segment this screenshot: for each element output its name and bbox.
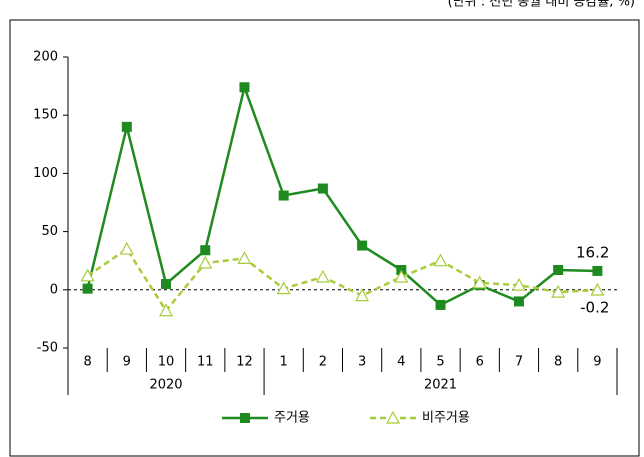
data-point [553,265,564,276]
legend-marker [240,413,250,423]
data-point [590,282,605,296]
x-tick-label: 8 [554,355,562,370]
data-point [278,190,289,201]
x-tick-label: 5 [436,355,444,370]
y-tick-label: 0 [50,282,58,297]
x-tick-label: 2 [319,355,327,370]
x-tick-label: 1 [280,355,288,370]
x-tick-label: 10 [158,355,175,370]
data-label: -0.2 [580,299,609,317]
x-tick-label: 12 [236,355,253,370]
legend-marker [385,410,401,424]
data-point [276,281,291,295]
y-tick-label: -50 [37,341,58,356]
y-tick-label: 200 [33,50,58,65]
x-tick-label: 7 [515,355,523,370]
data-point [239,82,250,93]
legend-label: 비주거용 [422,411,470,426]
data-point [119,241,134,255]
data-point [394,269,409,283]
data-point [161,278,172,289]
legend-label: 주거용 [274,411,310,426]
y-tick-label: 50 [41,224,58,239]
x-tick-label: 6 [476,355,484,370]
year-label: 2020 [149,378,182,393]
data-point [80,268,95,282]
data-label: 16.2 [576,243,609,261]
y-tick-label: 100 [33,166,58,181]
data-point [472,275,487,289]
x-tick-label: 9 [593,355,601,370]
data-point [551,284,566,298]
data-point [433,253,448,267]
data-point [592,265,603,276]
x-tick-label: 9 [123,355,131,370]
series-line [86,82,598,307]
data-point [355,288,370,302]
data-point [315,269,330,283]
data-point [121,121,132,132]
x-tick-label: 3 [358,355,366,370]
x-tick-label: 4 [397,355,405,370]
year-label: 2021 [424,378,457,393]
x-tick-label: 11 [197,355,214,370]
data-point [82,283,93,294]
y-tick-label: 150 [33,108,58,123]
data-point [200,245,211,256]
data-point [513,296,524,307]
series-line [86,247,598,313]
frame [9,19,640,457]
data-point [357,240,368,251]
data-point [237,251,252,264]
data-point [159,303,174,317]
subtitle: (단위 : 전년 동월 대비 증감률, %) [448,0,635,10]
data-point [435,299,446,310]
x-tick-label: 8 [83,355,91,370]
data-point [198,255,213,269]
data-point [511,277,526,291]
data-point [317,183,328,194]
